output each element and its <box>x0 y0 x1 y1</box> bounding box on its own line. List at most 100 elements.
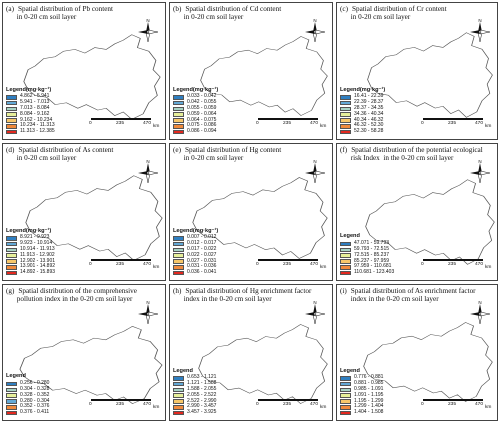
legend-entry: 8.084 - 9.162 <box>6 111 55 118</box>
legend-entry: 16.41 - 22.39 <box>340 94 385 100</box>
contour-zone <box>466 234 487 256</box>
legend-entry: 59.793 - 72.515 <box>340 246 394 253</box>
legend-entry: 2.990 - 3.457 <box>173 404 216 410</box>
legend-entry: 7.013 - 8.084 <box>6 105 55 112</box>
legend-entry: 34.36 - 40.34 <box>340 110 385 118</box>
legend-swatch <box>340 387 351 393</box>
legend-entry: 10.914 - 11.913 <box>6 246 55 253</box>
legend-entry: 0.376 - 0.411 <box>6 409 49 416</box>
scale-tick-label: 470 <box>143 262 152 267</box>
legend-swatch <box>173 118 184 123</box>
legend-swatch <box>173 95 184 100</box>
panel-title-line: in 0-20 cm soil layer <box>183 154 244 162</box>
legend-label: 3.457 - 3.925 <box>187 409 217 416</box>
legend-label: 1.588 - 2.055 <box>187 386 217 393</box>
legend-swatch <box>173 236 184 241</box>
legend-swatch <box>340 95 351 100</box>
scale-unit: km <box>320 405 327 410</box>
legend-entry: 1.121 - 1.588 <box>173 380 216 387</box>
legend-label: 0.012 - 0.017 <box>187 240 217 247</box>
legend-entry: 0.653 - 1.121 <box>173 375 216 381</box>
legend-swatch <box>340 405 351 410</box>
legend-entry: 97.959 - 110.681 <box>340 264 394 270</box>
legend-label: 0.086 - 0.094 <box>187 128 217 135</box>
legend-swatch <box>6 399 17 404</box>
legend-swatch <box>340 410 351 416</box>
legend-swatch <box>6 410 17 416</box>
panel-title: (e) Spatial distribution of Hg content in… <box>173 146 281 162</box>
legend-entry: 2.522 - 2.990 <box>173 398 216 405</box>
legend-entry: 0.027 - 0.031 <box>173 258 218 265</box>
panel-title-line: in 0-20 cm soil layer <box>16 13 77 21</box>
legend-entry: 10.234 - 11.313 <box>6 123 55 129</box>
scale-bar: 0 235 470 km <box>89 259 159 270</box>
scale-tick-label: 235 <box>283 121 292 126</box>
legend-swatch <box>6 112 17 117</box>
legend-entry: 14.892 - 15.893 <box>6 269 55 276</box>
legend-label: 34.36 - 40.34 <box>354 110 384 117</box>
panel-title: (f) Spatial distribution of the potential… <box>340 146 483 162</box>
scale-tick-label: 235 <box>116 402 125 407</box>
legend-swatch <box>340 118 351 123</box>
scale-unit: km <box>153 405 160 410</box>
study-area-map <box>23 34 161 120</box>
contour-zone <box>243 351 297 385</box>
panel-label: (i) <box>340 287 347 295</box>
legend-label: 40.34 - 46.32 <box>354 116 384 123</box>
legend-entry: 0.280 - 0.304 <box>6 398 49 405</box>
scale-tick-label: 235 <box>448 262 457 267</box>
legend-entry: 0.075 - 0.086 <box>173 123 218 129</box>
legend-entry: 3.457 - 3.925 <box>173 409 217 416</box>
panel-title-line: Spatial distribution of As content <box>18 146 114 154</box>
panel-label: (h) <box>173 287 182 295</box>
contour-zone <box>432 341 491 393</box>
contour-zone <box>266 371 293 392</box>
map-panel: (g) Spatial distribution of the comprehen… <box>2 284 166 421</box>
svg-text:N: N <box>146 160 149 164</box>
legend-entry: 110.681 - 123.403 <box>340 269 394 276</box>
legend-swatch <box>173 129 184 135</box>
north-arrow-icon: N <box>305 19 326 43</box>
legend-entry: 12.902 - 13.901 <box>6 258 55 265</box>
contour-zone <box>450 222 490 259</box>
legend-label: 0.985 - 1.091 <box>354 386 384 393</box>
contour-zone <box>273 228 284 237</box>
legend-entry: 0.033 - 0.042 <box>173 94 218 100</box>
panel-label: (a) <box>6 5 14 13</box>
contour-zone <box>211 58 251 86</box>
legend: Legend(mg·kg⁻¹) 16.41 - 22.39 22.39 - 28.3… <box>340 87 385 135</box>
legend-label: 9.162 - 10.234 <box>20 116 53 123</box>
contour-zone <box>132 184 155 206</box>
legend-swatch <box>173 393 184 398</box>
panel-title: (g) Spatial distribution of the comprehen… <box>6 287 137 303</box>
scale-tick-label: 470 <box>310 121 319 126</box>
legend-entry: 0.017 - 0.022 <box>173 246 218 253</box>
legend: Legend(mg·kg⁻¹) 0.033 - 0.042 0.042 - 0.05… <box>173 87 218 135</box>
contour-zone <box>89 54 123 72</box>
legend-label: 0.653 - 1.121 <box>187 374 217 381</box>
panel-title: (b) Spatial distribution of Cd content in… <box>173 5 281 21</box>
scale-tick-label: 470 <box>475 262 484 267</box>
legend-entry: 0.031 - 0.036 <box>173 264 218 270</box>
contour-zone <box>460 45 491 78</box>
contour-zone <box>205 46 271 89</box>
north-arrow-icon: N <box>138 160 159 184</box>
legend: Legend(mg·kg⁻¹) 0.007 - 0.012 0.012 - 0.01… <box>173 228 218 276</box>
legend-label: 0.352 - 0.376 <box>20 403 50 410</box>
legend-label: 11.913 - 12.902 <box>20 251 55 258</box>
svg-text:N: N <box>313 160 316 164</box>
panel-title-line: risk Index in the 0-20 cm soil layer <box>350 154 454 162</box>
legend-swatch <box>340 376 351 381</box>
contour-zone <box>87 200 130 246</box>
legend-swatch <box>173 112 184 117</box>
panel-title-line: Spatial distribution of Cd content <box>185 5 282 13</box>
legend-swatch <box>173 253 184 258</box>
legend-entry: 0.985 - 1.091 <box>340 386 384 393</box>
legend-label: 1.195 - 1.299 <box>354 397 384 404</box>
legend-entry: 0.022 - 0.027 <box>173 252 218 259</box>
panel-title-line: in 0-20 cm soil layer <box>16 154 77 162</box>
panel-title-line: Spatial distribution of Cr content <box>351 5 447 13</box>
contour-zone <box>253 209 295 244</box>
legend-swatch <box>173 247 184 253</box>
contour-zone <box>54 69 88 95</box>
